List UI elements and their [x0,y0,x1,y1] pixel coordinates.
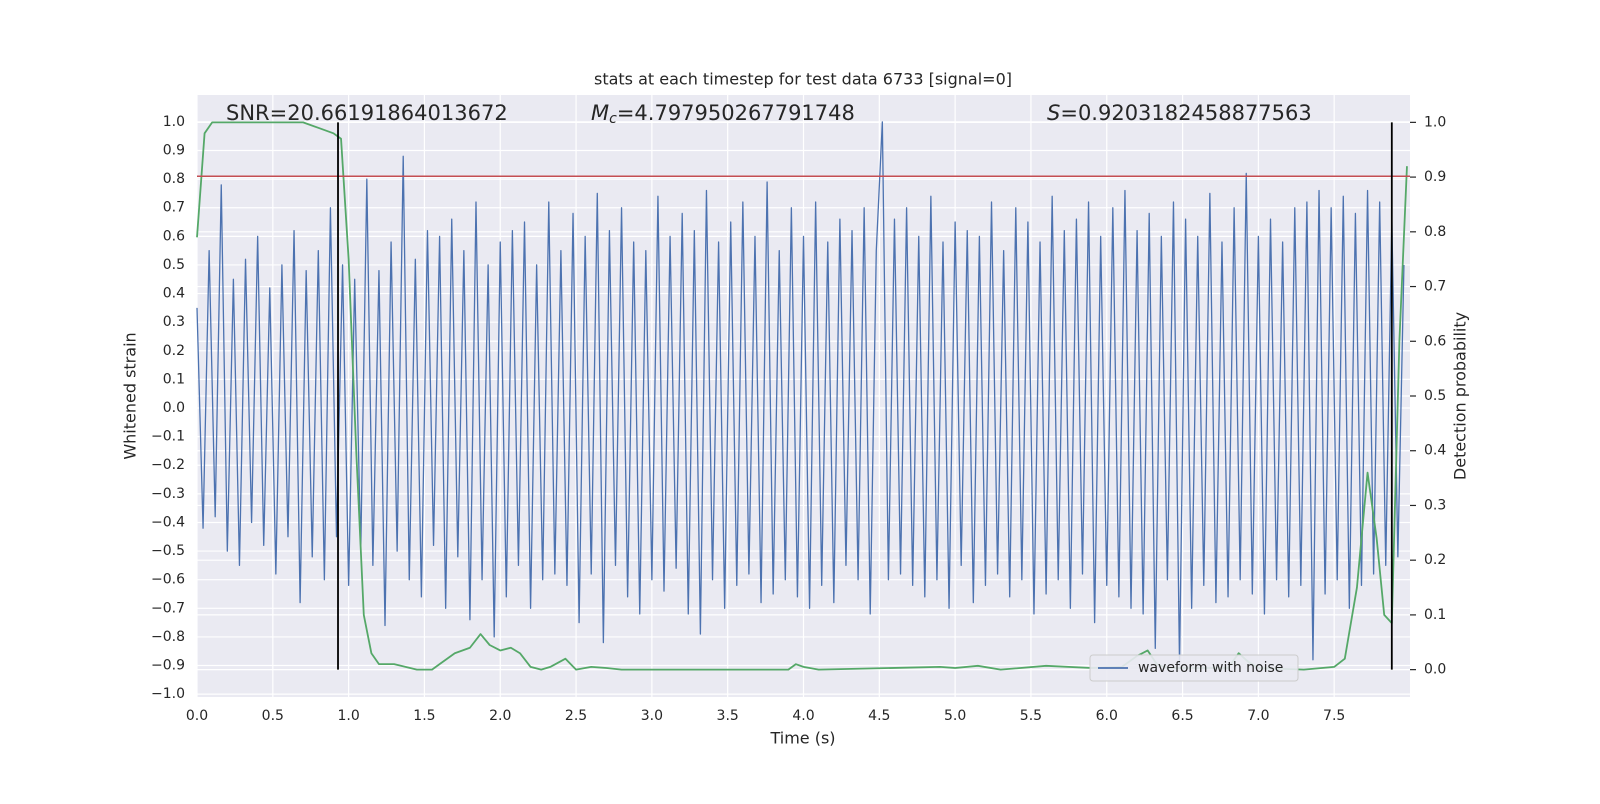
x-tick-label: 2.0 [489,708,511,724]
labels: 0.0 0.5 1.0 1.5 2.0 2.5 3.0 3.5 4.0 4.5 5.0 5.5 6.0 6… [151,114,1446,724]
x-tick-label: 1.0 [337,708,359,724]
x-tick-label: 3.0 [641,708,663,724]
y-tick-label: −0.7 [151,600,185,616]
y2-tick-label: 0.5 [1424,388,1446,404]
y-tick-label: 0.1 [163,371,185,387]
y2-tick-label: 0.1 [1424,607,1446,623]
y-tick-label: 1.0 [163,114,185,130]
x-tick-label: 3.5 [717,708,739,724]
y2-tick-label: 0.2 [1424,552,1446,568]
y-tick-label: −0.5 [151,543,185,559]
x-tick-label: 7.0 [1247,708,1269,724]
legend-box [1089,654,1299,682]
y2-tick-label: 1.0 [1424,114,1446,130]
y-tick-label: −1.0 [151,686,185,702]
s-symbol: S [1047,101,1060,125]
mc-annotation: Mc=4.797950267791748 [591,101,855,127]
y2-axis-label: Detection probability [1451,312,1470,480]
mc-subscript: c [609,111,617,127]
y-tick-label: 0.7 [163,200,185,216]
y-axis-label: Whitened strain [121,332,140,459]
y2-tick-label: 0.4 [1424,443,1446,459]
y2-tick-label: 0.9 [1424,169,1446,185]
y-tick-label: −0.4 [151,514,185,530]
y-tick-label: 0.5 [163,257,185,273]
y-tick-label: −0.1 [151,429,185,445]
y-tick-label: −0.6 [151,572,185,588]
x-tick-label: 6.5 [1171,708,1193,724]
x-tick-label: 4.0 [792,708,814,724]
s-annotation: S=0.9203182458877563 [1047,101,1312,125]
legend-label: waveform with noise [1138,660,1283,676]
y-tick-label: 0.8 [163,171,185,187]
s-value: =0.9203182458877563 [1060,101,1311,125]
y-tick-label: 0.3 [163,314,185,330]
y-tick-label: 0.4 [163,286,185,302]
y2-tick-label: 0.6 [1424,333,1446,349]
y2-tick-label: 0.7 [1424,279,1446,295]
x-tick-label: 1.5 [413,708,435,724]
y-tick-label: 0.9 [163,143,185,159]
mc-value: =4.797950267791748 [617,101,855,125]
x-tick-label: 2.5 [565,708,587,724]
x-tick-label: 6.0 [1096,708,1118,724]
x-tick-label: 5.5 [1020,708,1042,724]
x-axis-label: Time (s) [769,729,835,748]
series-line [196,121,1405,667]
y-tick-label: 0.6 [163,228,185,244]
y2-tick-label: 0.3 [1424,497,1446,513]
x-tick-label: 0.5 [262,708,284,724]
y-tick-label: −0.2 [151,457,185,473]
y-tick-label: 0.2 [163,343,185,359]
y-tick-label: −0.9 [151,658,185,674]
x-tick-label: 4.5 [868,708,890,724]
y-tick-label: −0.3 [151,486,185,502]
x-tick-label: 0.0 [186,708,208,724]
y2-tick-label: 0.8 [1424,224,1446,240]
mc-symbol: M [591,101,609,125]
legend: waveform with noise [1089,654,1299,682]
chart-title: stats at each timestep for test data 673… [594,70,1012,89]
y-tick-label: −0.8 [151,629,185,645]
snr-annotation: SNR=20.66191864013672 [226,101,508,125]
x-tick-label: 5.0 [944,708,966,724]
x-tick-label: 7.5 [1323,708,1345,724]
y2-tick-label: 0.0 [1424,662,1446,678]
y-tick-label: 0.0 [163,400,185,416]
